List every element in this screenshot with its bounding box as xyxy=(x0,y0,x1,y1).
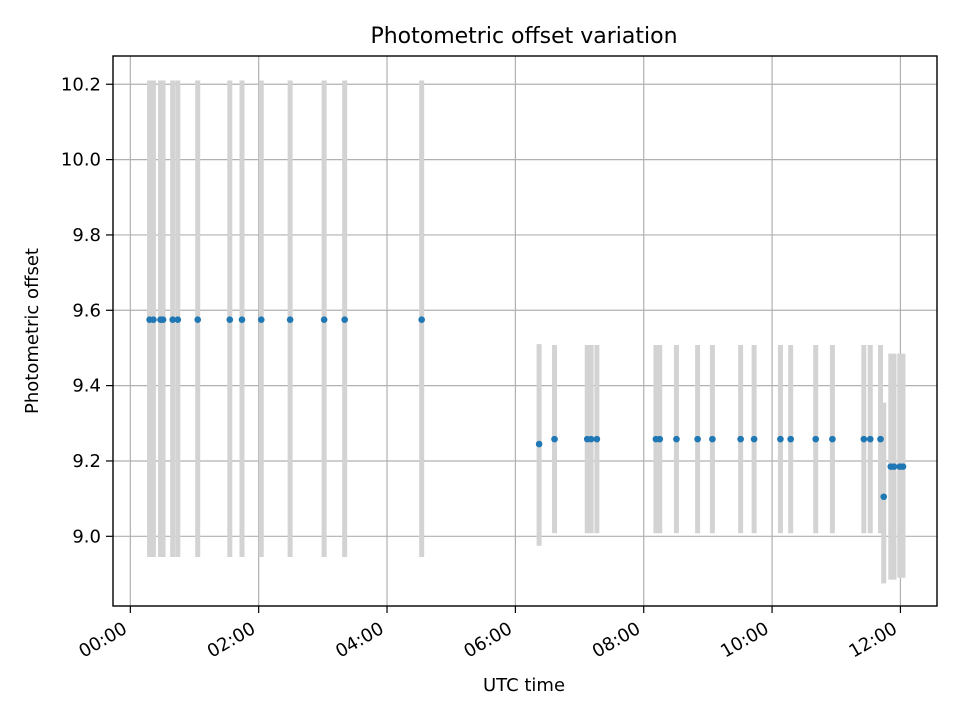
data-point xyxy=(535,440,543,448)
data-point xyxy=(880,493,888,501)
data-point xyxy=(890,463,898,470)
y-tick-label: 9.0 xyxy=(72,526,101,547)
data-point xyxy=(673,435,680,443)
data-point xyxy=(656,435,664,443)
y-tick-label: 9.4 xyxy=(72,376,101,397)
data-point xyxy=(226,316,234,323)
data-point xyxy=(169,316,176,323)
data-point xyxy=(709,435,716,443)
plot-area xyxy=(113,56,937,606)
data-point xyxy=(150,316,157,323)
data-point xyxy=(159,316,167,323)
data-point xyxy=(194,316,202,323)
data-point xyxy=(587,435,595,443)
y-axis-title: Photometric offset xyxy=(22,248,43,414)
data-point xyxy=(238,316,246,323)
data-point xyxy=(812,435,820,443)
data-point xyxy=(866,435,874,443)
y-tick-label: 10.2 xyxy=(61,74,101,95)
y-axis-ticks: 9.0 9.2 9.4 9.6 9.8 10.0 10.2 xyxy=(61,74,113,547)
data-point xyxy=(418,316,425,323)
data-points xyxy=(146,316,907,501)
data-point xyxy=(877,435,884,443)
data-point xyxy=(899,463,907,470)
plot-frame xyxy=(112,55,938,607)
chart-title: Photometric offset variation xyxy=(370,24,677,49)
grid-lines xyxy=(113,56,937,606)
data-point xyxy=(737,435,744,443)
y-tick-label: 9.6 xyxy=(72,300,101,321)
data-point xyxy=(551,435,558,443)
y-tick-label: 10.0 xyxy=(61,150,101,171)
data-point xyxy=(320,316,328,323)
data-point xyxy=(694,435,701,443)
data-point xyxy=(593,435,601,443)
data-point xyxy=(257,316,265,323)
data-point xyxy=(787,435,794,443)
y-tick-label: 9.2 xyxy=(72,451,101,472)
data-point xyxy=(174,316,182,323)
x-axis-title: UTC time xyxy=(483,675,565,696)
data-point xyxy=(286,316,294,323)
data-point xyxy=(829,435,836,443)
data-point xyxy=(860,435,868,443)
data-point xyxy=(750,435,758,443)
y-tick-label: 9.8 xyxy=(72,225,101,246)
data-point xyxy=(341,316,348,323)
data-point xyxy=(777,435,784,443)
